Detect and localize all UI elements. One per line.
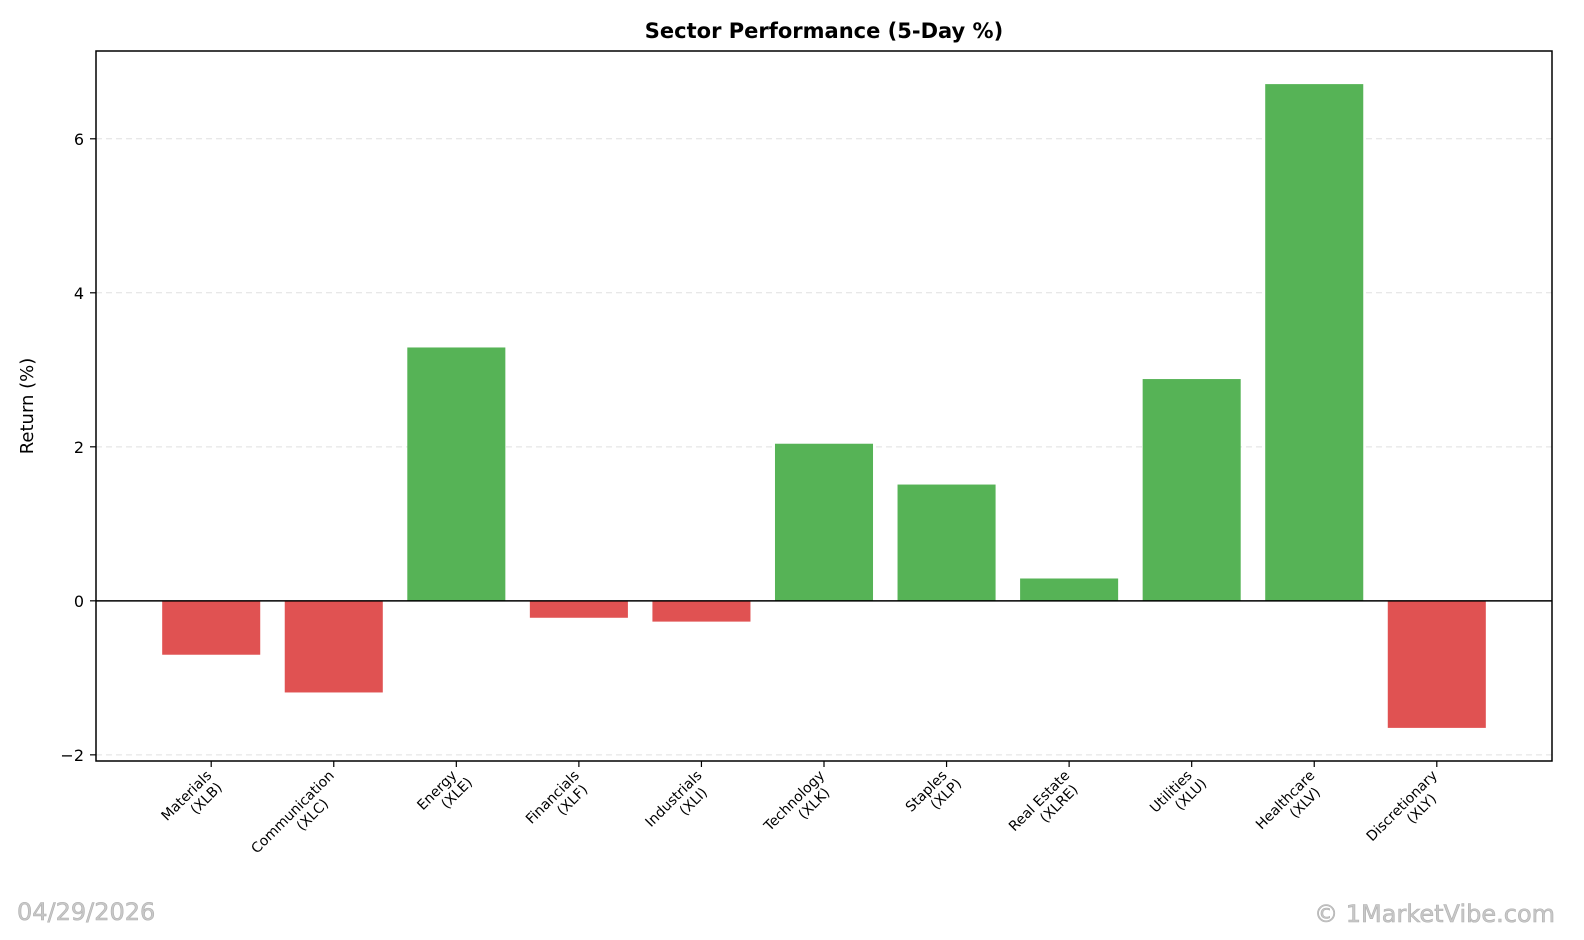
- date-watermark: 04/29/2026: [17, 898, 155, 926]
- bars: [162, 84, 1486, 728]
- x-axis-ticks: Materials(XLB) Communication(XLC) Energy(X…: [159, 761, 1441, 857]
- x-tick-label: Healthcare(XLV): [1253, 768, 1324, 833]
- bar: [407, 347, 506, 601]
- bar: [284, 600, 383, 693]
- x-tick-label: Discretionary(XLY): [1364, 768, 1441, 845]
- bar: [652, 600, 751, 622]
- x-tick-label: Communication(XLC): [248, 768, 337, 857]
- chart-title: Sector Performance (5-Day %): [645, 19, 1003, 43]
- y-axis-ticks: −2 0 2 4 6: [60, 130, 96, 765]
- x-tick-label: Materials(XLB): [159, 768, 226, 825]
- x-tick-label: Staples(XLP): [903, 768, 965, 816]
- y-tick-label: −2: [60, 746, 84, 765]
- bar: [162, 600, 261, 655]
- bar: [1387, 600, 1486, 728]
- bar: [1142, 379, 1241, 601]
- y-tick-label: 2: [74, 438, 84, 457]
- x-tick-label: Technology(XLK): [761, 768, 834, 835]
- bar: [774, 443, 874, 601]
- y-tick-label: 6: [74, 130, 84, 149]
- y-tick-label: 0: [74, 592, 84, 611]
- y-tick-label: 4: [74, 284, 84, 303]
- bar: [897, 484, 996, 601]
- x-tick-label: Energy(XLE): [414, 768, 476, 814]
- y-axis-label: Return (%): [17, 358, 38, 455]
- x-tick-label: Industrials(XLI): [643, 768, 711, 831]
- x-tick-label: Real Estate(XLRE): [1006, 768, 1082, 835]
- x-tick-label: Utilities(XLU): [1147, 768, 1210, 817]
- bar: [529, 600, 628, 618]
- copyright-watermark: © 1MarketVibe.com: [1314, 900, 1555, 928]
- bar: [1265, 84, 1364, 601]
- x-tick-label: Financials(XLF): [523, 768, 591, 828]
- bar: [1020, 578, 1119, 601]
